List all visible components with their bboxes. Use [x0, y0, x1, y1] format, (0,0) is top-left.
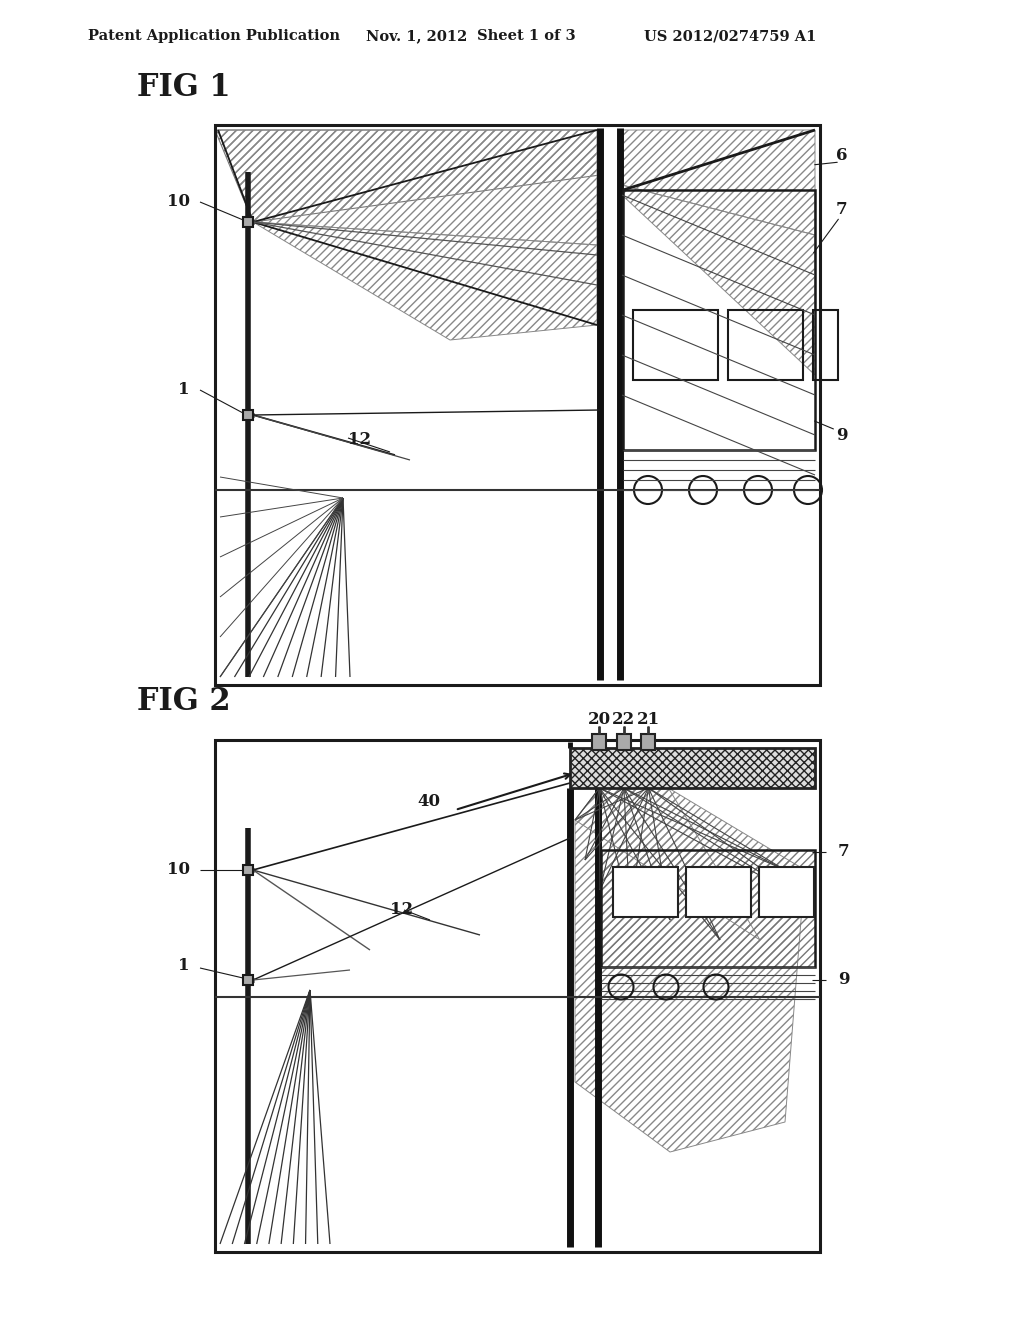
Bar	[623, 190, 815, 450]
Bar	[593, 734, 606, 750]
Bar	[243, 411, 253, 420]
Text: 7: 7	[836, 202, 848, 219]
Text: 1: 1	[178, 957, 190, 974]
Bar	[759, 867, 814, 917]
Bar	[633, 310, 718, 380]
Text: 40: 40	[417, 793, 440, 810]
Text: Sheet 1 of 3: Sheet 1 of 3	[477, 29, 575, 44]
Text: 9: 9	[836, 426, 848, 444]
Text: 7: 7	[838, 843, 850, 861]
Bar	[243, 865, 253, 875]
Bar	[570, 748, 815, 788]
Bar	[601, 850, 815, 968]
Bar	[616, 734, 631, 750]
Bar	[813, 310, 838, 380]
Text: FIG 2: FIG 2	[137, 686, 230, 718]
Bar	[641, 734, 655, 750]
Bar	[728, 310, 803, 380]
Text: 6: 6	[836, 147, 848, 164]
Bar	[215, 125, 820, 685]
Bar	[686, 867, 751, 917]
Bar	[243, 216, 253, 227]
Text: 20: 20	[588, 711, 611, 729]
Bar	[601, 850, 815, 968]
Text: 21: 21	[637, 711, 659, 729]
Text: Patent Application Publication: Patent Application Publication	[88, 29, 340, 44]
Bar	[243, 975, 253, 985]
Text: Nov. 1, 2012: Nov. 1, 2012	[366, 29, 467, 44]
Text: 12: 12	[348, 432, 371, 449]
Text: FIG 1: FIG 1	[137, 71, 230, 103]
Text: 12: 12	[390, 902, 413, 919]
Text: 10: 10	[167, 194, 190, 210]
Text: US 2012/0274759 A1: US 2012/0274759 A1	[644, 29, 816, 44]
Bar	[613, 867, 678, 917]
Text: 22: 22	[612, 711, 636, 729]
Bar	[215, 741, 820, 1251]
Text: 1: 1	[178, 381, 190, 399]
Text: 9: 9	[838, 972, 850, 989]
Text: 10: 10	[167, 862, 190, 879]
